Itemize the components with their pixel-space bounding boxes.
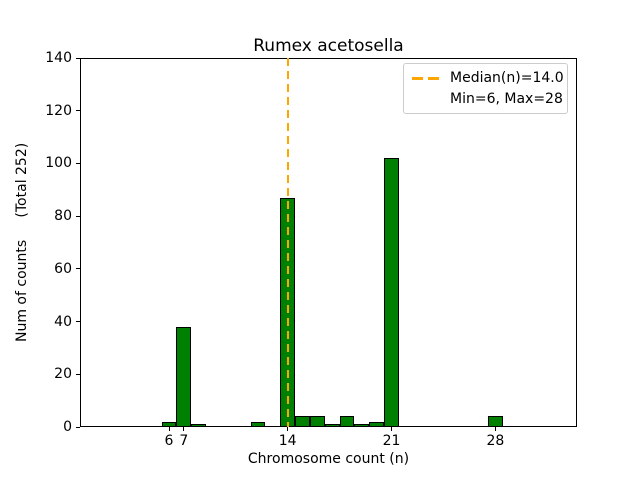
legend-entry-label: Median(n)=14.0 xyxy=(450,70,564,86)
x-tick-mark xyxy=(183,427,185,431)
legend-dash-segment xyxy=(428,76,439,80)
legend-entry-label: Min=6, Max=28 xyxy=(450,91,563,107)
y-tick-mark xyxy=(76,110,80,112)
y-tick-mark xyxy=(76,268,80,270)
y-tick-mark xyxy=(76,373,80,375)
bar-n18 xyxy=(339,416,355,427)
legend-entry: Median(n)=14.0 xyxy=(412,69,564,87)
x-tick-mark xyxy=(287,427,289,431)
y-tick-label: 0 xyxy=(63,419,72,435)
legend-dash-segment xyxy=(412,76,423,80)
x-tick-label: 6 xyxy=(164,433,174,449)
y-tick-label: 60 xyxy=(54,260,72,277)
x-tick-mark xyxy=(168,427,170,431)
x-tick-label: 7 xyxy=(179,433,189,449)
bar-n19 xyxy=(354,424,370,427)
y-tick-mark xyxy=(76,321,80,323)
legend: Median(n)=14.0 Min=6, Max=28 xyxy=(403,63,568,114)
y-tick-mark xyxy=(76,215,80,217)
bar-n8 xyxy=(191,424,207,427)
bar-n20 xyxy=(369,421,385,427)
y-tick-label: 120 xyxy=(45,102,72,119)
x-tick-label: 21 xyxy=(382,433,401,449)
bar-n21 xyxy=(384,158,399,427)
y-tick-label: 100 xyxy=(45,155,72,172)
median-line xyxy=(286,58,289,427)
x-tick-mark xyxy=(391,427,393,431)
bar-n15 xyxy=(295,416,310,427)
bar-n28 xyxy=(487,416,503,427)
bar-n12 xyxy=(250,421,266,427)
y-tick-label: 80 xyxy=(54,208,72,225)
y-tick-mark xyxy=(76,57,80,59)
legend-entry: Min=6, Max=28 xyxy=(412,90,563,108)
bar-n16 xyxy=(309,416,325,427)
x-axis-label: Chromosome count (n) xyxy=(247,451,410,467)
chart-title: Rumex acetosella xyxy=(253,36,404,56)
x-tick-label: 28 xyxy=(486,433,505,449)
x-tick-mark xyxy=(494,427,496,431)
y-tick-label: 140 xyxy=(45,50,72,66)
bar-n7 xyxy=(176,326,192,427)
plot-area xyxy=(80,58,577,427)
legend-dashed-line-icon xyxy=(412,76,442,80)
bar-n17 xyxy=(324,424,340,427)
y-tick-mark xyxy=(76,162,80,164)
x-tick-label: 14 xyxy=(278,433,297,449)
y-tick-mark xyxy=(76,426,80,428)
y-tick-label: 20 xyxy=(54,366,72,383)
y-tick-label: 40 xyxy=(54,313,72,330)
bar-n6 xyxy=(161,421,177,427)
